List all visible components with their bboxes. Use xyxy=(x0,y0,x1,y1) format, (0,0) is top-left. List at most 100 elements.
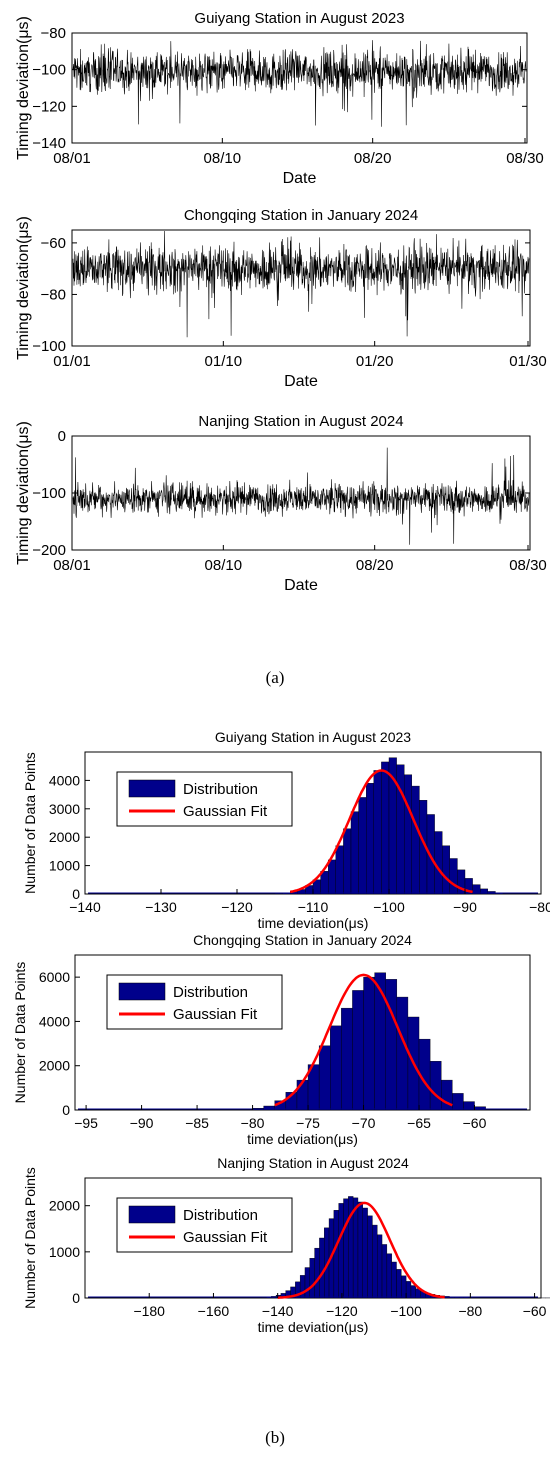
chart-title-4: Chongqing Station in January 2024 xyxy=(193,932,412,948)
hist-bar-3-13 xyxy=(373,770,382,895)
hist-bar-3-7 xyxy=(328,859,337,895)
xtick-label-4-7: −60 xyxy=(463,1115,487,1131)
hist-bar-5-9 xyxy=(304,1267,310,1299)
xtick-label-2-1: 08/10 xyxy=(205,557,243,574)
ytick-label-4-0: 0 xyxy=(62,1102,70,1118)
xtick-label-5-4: −100 xyxy=(390,1303,422,1319)
xtick-label-4-1: −90 xyxy=(130,1115,154,1131)
xlabel-2: Date xyxy=(284,577,318,594)
xtick-label-2-3: 08/30 xyxy=(509,557,547,574)
hist-bar-3-9 xyxy=(343,828,352,895)
xtick-label-0-2: 08/20 xyxy=(354,150,392,167)
ylabel-3: Number of Data Points xyxy=(22,752,38,894)
xtick-label-1-2: 01/20 xyxy=(356,353,394,370)
xtick-label-3-0: −140 xyxy=(69,899,101,915)
legend-label-fit-4: Gaussian Fit xyxy=(173,1006,258,1023)
xtick-label-4-6: −65 xyxy=(407,1115,431,1131)
legend-label-fit-3: Gaussian Fit xyxy=(183,803,268,820)
axes-frame-1 xyxy=(71,229,531,347)
ylabel-5: Number of Data Points xyxy=(22,1167,38,1309)
ytick-label-5-0: 0 xyxy=(72,1290,80,1306)
ytick-label-3-3: 3000 xyxy=(49,801,80,817)
xlabel-5: time deviation(μs) xyxy=(258,1319,369,1335)
hist-bar-3-23 xyxy=(449,858,458,895)
ytick-label-0-3: −140 xyxy=(32,135,66,152)
xtick-label-2-0: 08/01 xyxy=(53,557,91,574)
ytick-label-1-1: −80 xyxy=(41,286,66,303)
ytick-label-3-0: 0 xyxy=(72,886,80,902)
hist-bar-4-4 xyxy=(296,1079,309,1111)
hist-bar-3-10 xyxy=(350,811,359,895)
xtick-label-3-4: −100 xyxy=(373,899,405,915)
ytick-label-2-2: −200 xyxy=(32,542,66,559)
xlabel-1: Date xyxy=(284,373,318,390)
ylabel-1: Timing deviation(μs) xyxy=(15,216,32,360)
ytick-label-1-0: −60 xyxy=(41,235,66,252)
hist-bar-5-12 xyxy=(319,1237,325,1299)
hist-bar-5-17 xyxy=(343,1198,349,1299)
ytick-label-3-4: 4000 xyxy=(49,772,80,788)
hist-bar-3-17 xyxy=(404,774,413,895)
hist-bar-3-14 xyxy=(381,761,390,895)
hist-bar-4-16 xyxy=(429,1061,442,1111)
hist-bar-5-24 xyxy=(377,1234,383,1299)
legend-swatch-distribution-5 xyxy=(128,1205,176,1224)
legend-label-distribution-5: Distribution xyxy=(183,1207,258,1224)
hist-bar-4-18 xyxy=(452,1093,464,1111)
ytick-label-4-2: 4000 xyxy=(39,1013,70,1029)
xtick-label-4-4: −75 xyxy=(296,1115,320,1131)
hist-bar-4-12 xyxy=(385,979,398,1111)
hist-bar-5-31 xyxy=(410,1285,416,1299)
chart-title-2: Nanjing Station in August 2024 xyxy=(198,413,403,430)
ylabel-2: Timing deviation(μs) xyxy=(15,421,32,565)
xtick-label-1-3: 01/30 xyxy=(509,353,547,370)
xtick-label-3-6: −80 xyxy=(529,899,550,915)
hist-bar-4-7 xyxy=(330,1025,342,1111)
chart-title-5: Nanjing Station in August 2024 xyxy=(217,1155,409,1171)
hist-bar-3-8 xyxy=(335,845,344,895)
xtick-label-4-2: −85 xyxy=(185,1115,209,1131)
hist-bar-3-0 xyxy=(274,893,283,895)
hist-bar-4-9 xyxy=(352,990,364,1111)
series-line-2 xyxy=(72,447,530,545)
legend-swatch-distribution-4 xyxy=(118,982,166,1001)
xtick-label-4-5: −70 xyxy=(352,1115,376,1131)
hist-bar-4-11 xyxy=(374,972,386,1111)
xtick-label-5-3: −120 xyxy=(326,1303,358,1319)
hist-bar-3-12 xyxy=(366,783,375,895)
hist-bar-4-20 xyxy=(474,1106,486,1111)
xtick-label-3-3: −110 xyxy=(298,899,329,915)
gaussian-fit-line-5 xyxy=(277,1201,445,1299)
ylabel-4: Number of Data Points xyxy=(12,962,28,1104)
hist-bar-5-29 xyxy=(401,1275,407,1299)
ytick-label-3-2: 2000 xyxy=(49,829,80,845)
xtick-label-5-6: −60 xyxy=(523,1303,547,1319)
hist-bar-5-11 xyxy=(314,1247,320,1299)
xtick-label-5-2: −140 xyxy=(262,1303,294,1319)
legend-label-fit-5: Gaussian Fit xyxy=(183,1229,268,1246)
hist-bar-3-6 xyxy=(320,871,329,895)
hist-bar-5-30 xyxy=(405,1281,412,1299)
ytick-label-0-2: −120 xyxy=(32,98,66,115)
hist-bar-5-25 xyxy=(381,1244,388,1299)
chart-title-1: Chongqing Station in January 2024 xyxy=(184,207,418,224)
xtick-label-5-1: −160 xyxy=(198,1303,230,1319)
ytick-label-3-1: 1000 xyxy=(49,858,80,874)
gaussian-fit-line-3 xyxy=(289,769,473,894)
hist-bar-5-22 xyxy=(367,1215,373,1299)
xtick-label-3-1: −130 xyxy=(145,899,177,915)
hist-bar-4-13 xyxy=(396,996,409,1111)
hist-bar-5-20 xyxy=(357,1201,363,1299)
ytick-label-5-2: 2000 xyxy=(49,1198,80,1214)
legend-label-distribution-4: Distribution xyxy=(173,984,248,1001)
hist-bar-5-26 xyxy=(386,1253,392,1299)
ytick-label-2-1: −100 xyxy=(32,485,66,502)
ytick-label-0-0: −80 xyxy=(41,25,66,42)
axes-frame-0 xyxy=(71,32,528,144)
ytick-label-0-1: −100 xyxy=(32,62,66,79)
legend-label-distribution-3: Distribution xyxy=(183,781,258,798)
xtick-label-4-0: −95 xyxy=(74,1115,98,1131)
xtick-label-0-3: 08/30 xyxy=(506,150,544,167)
hist-bar-5-28 xyxy=(396,1269,402,1299)
